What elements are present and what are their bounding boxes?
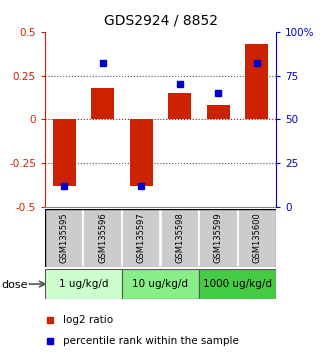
Text: GSM135596: GSM135596 [98, 213, 107, 263]
Text: 1000 ug/kg/d: 1000 ug/kg/d [203, 279, 272, 289]
Text: dose: dose [2, 280, 28, 290]
Text: GSM135595: GSM135595 [60, 213, 69, 263]
Text: GSM135598: GSM135598 [175, 213, 184, 263]
Bar [53, 120, 76, 186]
Text: log2 ratio: log2 ratio [63, 315, 114, 325]
Bar [199, 269, 276, 299]
Text: 10 ug/kg/d: 10 ug/kg/d [133, 279, 188, 289]
Bar [45, 209, 83, 267]
Bar [45, 269, 122, 299]
Text: GSM135599: GSM135599 [214, 213, 223, 263]
Text: GSM135597: GSM135597 [137, 213, 146, 263]
Bar [122, 269, 199, 299]
Title: GDS2924 / 8852: GDS2924 / 8852 [103, 14, 218, 28]
Text: percentile rank within the sample: percentile rank within the sample [63, 336, 239, 346]
Bar [207, 105, 230, 120]
Text: 1 ug/kg/d: 1 ug/kg/d [59, 279, 108, 289]
Bar [168, 93, 191, 120]
Bar [122, 209, 160, 267]
Text: GSM135600: GSM135600 [252, 213, 261, 263]
Bar [238, 209, 276, 267]
Bar [130, 120, 153, 186]
Bar [245, 44, 268, 120]
Bar [83, 209, 122, 267]
Bar [91, 88, 114, 120]
Bar [160, 209, 199, 267]
Bar [199, 209, 238, 267]
